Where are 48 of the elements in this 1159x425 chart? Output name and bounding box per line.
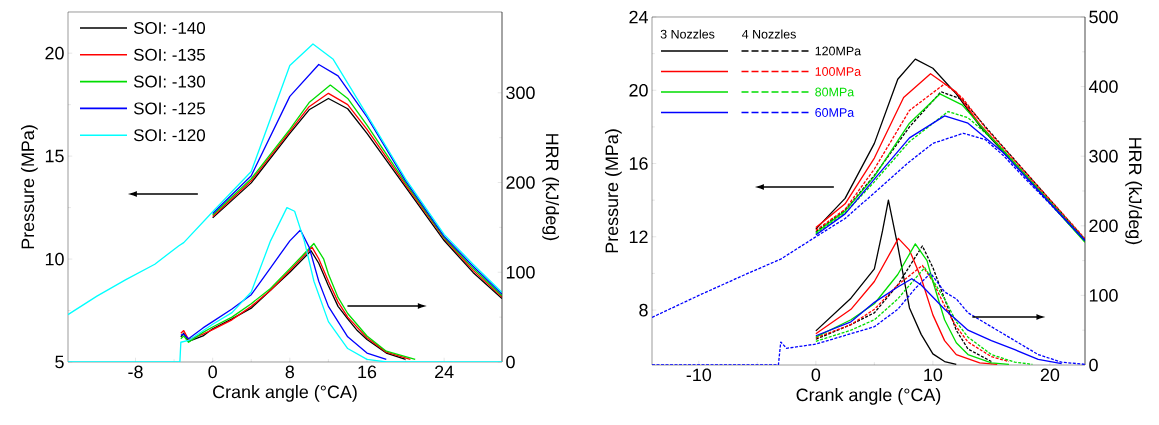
text: 80MPa — [815, 87, 855, 97]
x-tick-label: 8 — [285, 365, 295, 379]
legend-label: SOI: -125 — [133, 102, 205, 115]
x-tick-label: 0 — [208, 365, 217, 379]
y-tick-label: 8 — [639, 303, 648, 317]
y2-tick-label: 400 — [1088, 80, 1118, 93]
legend-label: SOI: -135 — [133, 48, 205, 61]
y-tick-label: 20 — [629, 83, 648, 97]
y2-axis-title: HRR (kJ/deg) — [1125, 138, 1143, 245]
legend-label: SOI: -130 — [133, 75, 206, 88]
x-axis-title: Crank angle (°CA) — [796, 388, 941, 405]
y-axis-title: Pressure (MPa) — [20, 125, 38, 249]
y2-tick-label: 500 — [1089, 10, 1118, 24]
line-series — [68, 43, 502, 316]
x-tick-label: 0 — [811, 368, 821, 382]
y-tick-label: 15 — [45, 149, 64, 163]
y-tick-label: 10 — [45, 252, 64, 266]
x-axis-title: Crank angle (°CA) — [213, 385, 357, 402]
y2-tick-label: 300 — [506, 86, 535, 100]
y2-tick-label: 100 — [506, 265, 535, 279]
x-tick-label: -10 — [686, 368, 712, 382]
x-tick-label: 24 — [435, 365, 454, 379]
text: 100MPa — [815, 67, 862, 76]
legend-label: SOI: -140 — [133, 22, 206, 34]
y-tick-label: 20 — [45, 46, 64, 60]
x-tick-label: 20 — [1040, 368, 1060, 382]
y-tick-label: 12 — [629, 230, 648, 244]
y2-tick-label: 0 — [506, 355, 515, 369]
y-tick-label: 5 — [55, 355, 64, 369]
y-tick-label: 16 — [629, 157, 648, 170]
x-tick-label: -8 — [128, 365, 143, 379]
text: 120MPa — [815, 46, 862, 56]
y2-tick-label: 100 — [1089, 289, 1118, 302]
annotation: 3 Nozzles — [660, 29, 715, 39]
text: 60MPa — [815, 108, 855, 117]
line-series — [652, 272, 1086, 365]
y2-tick-label: 300 — [1089, 149, 1118, 163]
y-tick-label: 24 — [629, 10, 648, 24]
line-series — [180, 229, 387, 360]
y2-axis-title: HRR (kJ/deg) — [542, 134, 559, 241]
y2-tick-label: 200 — [1089, 219, 1118, 233]
line-series — [68, 206, 502, 362]
annotation: 4 Nozzles — [741, 29, 796, 39]
legend-label: SOI: -120 — [133, 129, 206, 142]
y-axis-title: Pressure (MPa) — [604, 129, 622, 253]
x-tick-label: 16 — [358, 365, 377, 379]
y2-tick-label: 200 — [506, 176, 535, 189]
x-tick-label: 10 — [924, 368, 943, 382]
